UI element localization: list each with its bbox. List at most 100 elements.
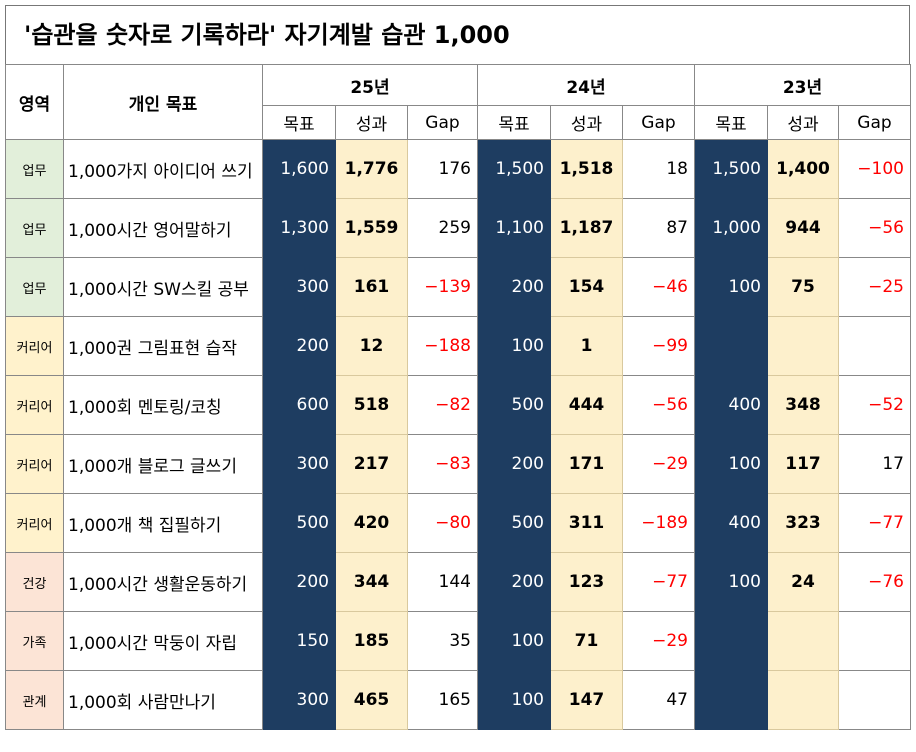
target-cell <box>694 611 768 671</box>
gap-cell <box>838 316 911 376</box>
result-cell: 117 <box>767 434 839 494</box>
result-cell: 171 <box>550 434 623 494</box>
target-cell: 600 <box>262 375 336 435</box>
goal-cell: 1,000시간 생활운동하기 <box>63 552 263 612</box>
year-header: 23년 <box>694 64 911 106</box>
gap-cell: 17 <box>838 434 911 494</box>
target-cell: 1,300 <box>262 198 336 258</box>
gap-cell: 165 <box>407 670 478 730</box>
result-cell: 420 <box>335 493 408 553</box>
target-cell: 400 <box>694 375 768 435</box>
target-cell <box>694 316 768 376</box>
gap-cell: −25 <box>838 257 911 317</box>
sub-header: Gap <box>622 105 695 140</box>
result-cell <box>767 316 839 376</box>
data-row: 커리어 1,000회 멘토링/코칭 600 518 −82 500 444 −56 400 348… <box>5 375 911 435</box>
gap-cell: −29 <box>622 434 695 494</box>
result-cell: 1,187 <box>550 198 623 258</box>
target-cell: 200 <box>477 552 551 612</box>
area-cell: 커리어 <box>5 316 64 376</box>
result-cell: 154 <box>550 257 623 317</box>
result-cell: 1,776 <box>335 139 408 199</box>
area-cell: 커리어 <box>5 375 64 435</box>
result-cell: 444 <box>550 375 623 435</box>
table-body: 업무 1,000가지 아이디어 쓰기 1,600 1,776 176 1,500 1,518… <box>5 139 911 730</box>
target-cell: 100 <box>694 434 768 494</box>
data-row: 업무 1,000시간 영어말하기 1,300 1,559 259 1,100 1,187 87… <box>5 198 911 258</box>
gap-cell: 144 <box>407 552 478 612</box>
target-cell: 400 <box>694 493 768 553</box>
target-cell: 100 <box>477 670 551 730</box>
gap-cell: −29 <box>622 611 695 671</box>
target-cell: 300 <box>262 434 336 494</box>
data-row: 커리어 1,000개 책 집필하기 500 420 −80 500 311 −189 400 32… <box>5 493 911 553</box>
sub-header: 목표 <box>694 105 768 140</box>
target-cell: 500 <box>262 493 336 553</box>
gap-cell: −99 <box>622 316 695 376</box>
gap-cell: −139 <box>407 257 478 317</box>
result-cell <box>767 670 839 730</box>
target-cell: 150 <box>262 611 336 671</box>
sub-header: Gap <box>838 105 911 140</box>
gap-cell: 87 <box>622 198 695 258</box>
result-cell: 344 <box>335 552 408 612</box>
gap-cell <box>838 611 911 671</box>
gap-cell: 47 <box>622 670 695 730</box>
area-cell: 업무 <box>5 139 64 199</box>
target-cell: 100 <box>694 552 768 612</box>
result-cell: 71 <box>550 611 623 671</box>
area-cell: 커리어 <box>5 493 64 553</box>
target-cell: 1,500 <box>694 139 768 199</box>
goal-cell: 1,000가지 아이디어 쓰기 <box>63 139 263 199</box>
goal-cell: 1,000시간 SW스킬 공부 <box>63 257 263 317</box>
goal-header: 개인 목표 <box>63 64 263 140</box>
result-cell: 348 <box>767 375 839 435</box>
gap-cell: −52 <box>838 375 911 435</box>
gap-cell: −76 <box>838 552 911 612</box>
target-cell: 1,500 <box>477 139 551 199</box>
target-cell: 500 <box>477 375 551 435</box>
target-cell: 1,600 <box>262 139 336 199</box>
result-cell: 1,518 <box>550 139 623 199</box>
goal-cell: 1,000권 그림표현 습작 <box>63 316 263 376</box>
area-cell: 관계 <box>5 670 64 730</box>
data-row: 업무 1,000시간 SW스킬 공부 300 161 −139 200 154 −46 100 7… <box>5 257 911 317</box>
habit-table: 영역 개인 목표 25년 24년 23년 목표 성과 Gap 목표 성과 Gap 목표 성과 Gap… <box>5 64 911 730</box>
data-row: 가족 1,000시간 막둥이 자립 150 185 35 100 71 −29 <box>5 611 911 671</box>
gap-cell: −83 <box>407 434 478 494</box>
area-cell: 건강 <box>5 552 64 612</box>
target-cell: 500 <box>477 493 551 553</box>
target-cell: 200 <box>262 316 336 376</box>
gap-cell: −46 <box>622 257 695 317</box>
area-header: 영역 <box>5 64 64 140</box>
result-cell: 185 <box>335 611 408 671</box>
sub-header-row: 목표 성과 Gap 목표 성과 Gap 목표 성과 Gap <box>6 105 911 140</box>
area-cell: 업무 <box>5 198 64 258</box>
gap-cell: −100 <box>838 139 911 199</box>
target-cell: 300 <box>262 257 336 317</box>
header-row: 영역 개인 목표 25년 24년 23년 <box>5 64 911 140</box>
title: '습관을 숫자로 기록하라' 자기계발 습관 1,000 <box>5 5 910 64</box>
result-cell: 323 <box>767 493 839 553</box>
gap-cell <box>838 670 911 730</box>
result-cell: 311 <box>550 493 623 553</box>
result-cell: 123 <box>550 552 623 612</box>
data-row: 건강 1,000시간 생활운동하기 200 344 144 200 123 −77 100 24−… <box>5 552 911 612</box>
data-row: 관계 1,000회 사람만나기 300 465 165 100 147 47 <box>5 670 911 730</box>
goal-cell: 1,000개 책 집필하기 <box>63 493 263 553</box>
sheet: '습관을 숫자로 기록하라' 자기계발 습관 1,000 영역 개인 목표 25… <box>5 5 911 730</box>
goal-cell: 1,000시간 막둥이 자립 <box>63 611 263 671</box>
result-cell <box>767 611 839 671</box>
sub-header: 성과 <box>767 105 839 140</box>
gap-cell: −80 <box>407 493 478 553</box>
result-cell: 518 <box>335 375 408 435</box>
data-row: 업무 1,000가지 아이디어 쓰기 1,600 1,776 176 1,500 1,518… <box>5 139 911 199</box>
gap-cell: −56 <box>622 375 695 435</box>
gap-cell: −188 <box>407 316 478 376</box>
gap-cell: −77 <box>622 552 695 612</box>
target-cell: 100 <box>694 257 768 317</box>
result-cell: 944 <box>767 198 839 258</box>
sub-header: 목표 <box>262 105 336 140</box>
target-cell: 1,100 <box>477 198 551 258</box>
